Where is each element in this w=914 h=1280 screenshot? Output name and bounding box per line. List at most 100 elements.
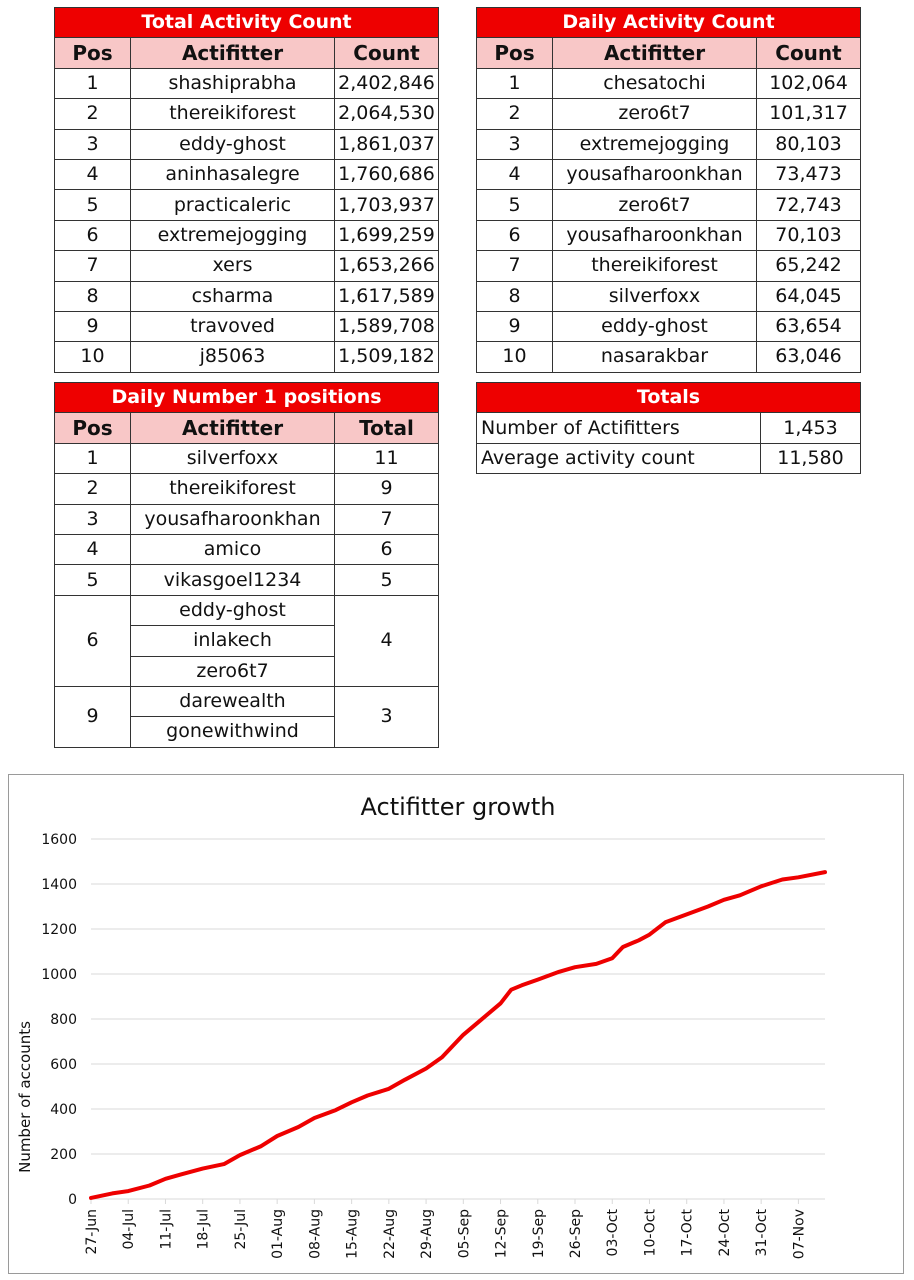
y-axis-label: Number of accounts <box>16 1021 34 1173</box>
actifitter-cell: thereikiforest <box>552 250 757 282</box>
table-row: 3 extremejogging 80,103 <box>476 128 862 160</box>
column-header: Pos <box>54 412 131 444</box>
table-body: 1 silverfoxx 11 2 thereikiforest 9 3 yousafharo… <box>54 442 439 748</box>
pos-cell: 9 <box>476 310 553 343</box>
series-lines <box>89 870 827 1200</box>
total-cell: 11 <box>334 442 439 475</box>
actifitter-cell: eddy-ghost <box>552 310 757 343</box>
table-title: Total Activity Count <box>53 6 440 39</box>
count-cell: 1,699,259 <box>333 219 440 252</box>
x-tick-label: 19-Sep <box>531 1209 547 1258</box>
table-row: gonewithwind <box>55 716 439 748</box>
column-header: Actifitter <box>552 37 757 69</box>
table-row: 2 thereikiforest 9 <box>54 473 439 505</box>
table-row: 7 thereikiforest 65,242 <box>476 250 862 282</box>
table-row: 5 zero6t7 72,743 <box>476 189 862 221</box>
actifitter-cell: thereikiforest <box>130 98 335 130</box>
table-row: 6 extremejogging 1,699,259 <box>54 219 440 252</box>
x-tick-label: 08-Aug <box>307 1209 323 1259</box>
totals-label: Number of Actifitters <box>476 412 761 444</box>
pos-cell: 8 <box>476 280 553 312</box>
actifitter-cell: silverfoxx <box>552 280 757 312</box>
header-row: Pos Actifitter Count <box>54 37 440 69</box>
total-cell: 3 <box>334 685 439 748</box>
actifitter-cell: travoved <box>130 310 335 343</box>
pos-cell: 4 <box>54 158 131 191</box>
actifitter-cell: gonewithwind <box>130 716 335 748</box>
count-cell: 63,654 <box>755 310 862 343</box>
table-row: 9 eddy-ghost 63,654 <box>476 310 862 343</box>
actifitter-cell: zero6t7 <box>552 189 757 221</box>
pos-cell: 5 <box>54 564 131 596</box>
pos-cell: 6 <box>54 594 131 687</box>
actifitter-cell: zero6t7 <box>552 98 757 130</box>
pos-cell: 5 <box>476 189 553 221</box>
actifitter-cell: shashiprabha <box>130 67 335 100</box>
table-title: Totals <box>476 381 861 414</box>
table-row: Average activity count 11,580 <box>476 442 861 475</box>
actifitter-cell: zero6t7 <box>130 655 335 687</box>
column-header: Pos <box>54 37 131 69</box>
count-cell: 80,103 <box>755 128 862 160</box>
table-row: 4 amico 6 <box>54 533 439 566</box>
actifitter-cell: aninhasalegre <box>130 158 335 191</box>
daily-number1-table: Daily Number 1 positions Pos Actifitter To… <box>54 381 439 748</box>
table-row: 7 xers 1,653,266 <box>54 250 440 282</box>
column-header: Count <box>755 37 862 69</box>
table-body: 1 shashiprabha 2,402,846 2 thereikiforest 2,0… <box>54 67 440 373</box>
table-row: 3 yousafharoonkhan 7 <box>54 503 439 535</box>
count-cell: 1,589,708 <box>333 310 440 343</box>
pos-cell: 2 <box>54 98 131 130</box>
totals-table: Totals Number of Actifitters 1,453 Average… <box>476 381 861 475</box>
table-row: 6 eddy-ghost 4 <box>54 594 439 687</box>
actifitter-cell: vikasgoel1234 <box>130 564 335 596</box>
count-cell: 102,064 <box>755 67 862 100</box>
table-title: Daily Number 1 positions <box>54 381 439 414</box>
table-row: 5 vikasgoel1234 5 <box>54 564 439 596</box>
y-tick-label: 600 <box>50 1057 77 1073</box>
x-tick-label: 11-Jul <box>158 1209 174 1250</box>
x-tick-label: 12-Sep <box>494 1209 510 1258</box>
totals-label: Average activity count <box>476 442 761 475</box>
table-row: 3 eddy-ghost 1,861,037 <box>54 128 440 160</box>
actifitter-cell: darewealth <box>130 685 335 718</box>
pos-cell: 1 <box>54 67 131 100</box>
x-tick-label: 18-Jul <box>196 1209 212 1250</box>
pos-cell: 2 <box>54 473 131 505</box>
gridlines <box>91 838 825 1200</box>
count-cell: 1,509,182 <box>333 341 440 373</box>
y-tick-label: 1200 <box>41 922 77 938</box>
table-row: inlakech <box>55 625 439 657</box>
actifitter-cell: eddy-ghost <box>130 594 335 627</box>
growth-chart-svg: Actifitter growth 0 200 400 600 800 1000 1200 1… <box>16 793 827 1259</box>
count-cell: 65,242 <box>755 250 862 282</box>
table-row: 2 thereikiforest 2,064,530 <box>54 98 440 130</box>
header-row: Pos Actifitter Count <box>476 37 862 69</box>
y-tick-label: 800 <box>50 1012 77 1028</box>
pos-cell: 3 <box>476 128 553 160</box>
x-tick-label: 05-Sep <box>456 1209 472 1258</box>
x-tick-label: 24-Oct <box>717 1208 733 1256</box>
count-cell: 1,861,037 <box>333 128 440 160</box>
count-cell: 101,317 <box>755 98 862 130</box>
pos-cell: 1 <box>476 67 553 100</box>
y-tick-label: 1000 <box>41 967 77 983</box>
table-row: 5 practicaleric 1,703,937 <box>54 189 440 221</box>
x-tick-label: 17-Oct <box>680 1208 696 1256</box>
total-cell: 4 <box>334 594 439 687</box>
actifitter-cell: yousafharoonkhan <box>130 503 335 535</box>
y-axis-ticks: 0 200 400 600 800 1000 1200 1400 1600 <box>41 832 77 1208</box>
count-cell: 1,760,686 <box>333 158 440 191</box>
column-header: Pos <box>476 37 553 69</box>
table-row: 6 yousafharoonkhan 70,103 <box>476 219 862 252</box>
table-row: 4 aninhasalegre 1,760,686 <box>54 158 440 191</box>
actifitter-cell: yousafharoonkhan <box>552 158 757 191</box>
pos-cell: 3 <box>54 503 131 535</box>
count-cell: 64,045 <box>755 280 862 312</box>
x-tick-label: 25-Jul <box>233 1209 249 1250</box>
total-cell: 5 <box>334 564 439 596</box>
header-row: Pos Actifitter Total <box>54 412 439 444</box>
x-tick-label: 31-Oct <box>754 1208 770 1256</box>
count-cell: 70,103 <box>755 219 862 252</box>
pos-cell: 8 <box>54 280 131 312</box>
